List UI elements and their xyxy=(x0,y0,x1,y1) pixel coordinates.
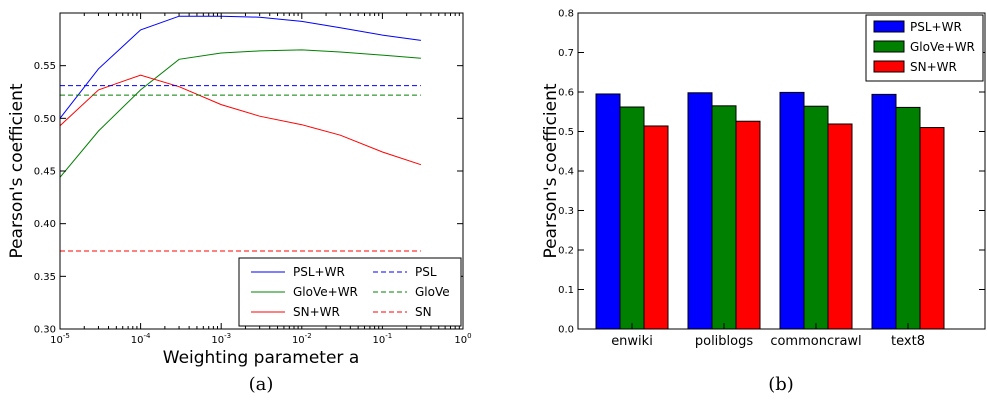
y-tick-label: 0.5 xyxy=(558,127,574,138)
series-line-sn-wr xyxy=(59,74,422,166)
line-chart-panel: 10-5 10-4 10-3 10-2 10-1 100 0.30 0.35 0.40 0.45 0… xyxy=(7,12,472,395)
y-tick-label: 0.45 xyxy=(34,167,56,178)
y-tick-label: 0.1 xyxy=(558,285,574,296)
bar-poliblogs-glove-wr xyxy=(711,105,737,330)
y-tick-label: 0.4 xyxy=(558,167,574,178)
x-category-label: text8 xyxy=(891,334,925,349)
legend-swatch xyxy=(873,40,905,53)
bar-enwiki-sn-wr xyxy=(643,125,669,330)
bar-text8-psl-wr xyxy=(871,93,897,330)
y-tick-label: 0.0 xyxy=(558,325,574,336)
caption: (a) xyxy=(249,374,274,395)
x-tick-label: 10-3 xyxy=(211,332,231,346)
x-tick-label: 10-1 xyxy=(373,332,393,346)
bar-text8-sn-wr xyxy=(919,127,945,330)
legend-swatch xyxy=(873,20,905,33)
bar-enwiki-glove-wr xyxy=(619,106,645,330)
y-tick-label: 0.6 xyxy=(558,88,574,99)
y-tick-label: 0.35 xyxy=(34,272,56,283)
bar-text8-glove-wr xyxy=(895,106,921,330)
x-axis-label: Weighting parameter a xyxy=(163,348,360,368)
x-category-label: enwiki xyxy=(611,334,653,349)
bar-commoncrawl-glove-wr xyxy=(803,105,829,330)
y-tick-label: 0.30 xyxy=(34,325,56,336)
x-tick-label: 10-5 xyxy=(50,332,70,346)
x-tick-label: 10-4 xyxy=(131,332,151,346)
legend-label: GloVe xyxy=(415,285,450,299)
series-line-glove-wr xyxy=(59,49,421,178)
y-tick-label: 0.2 xyxy=(558,246,574,257)
y-tick-label: 0.40 xyxy=(34,219,56,230)
legend: PSL+WR GloVe+WR SN+WR PSL GloVe SN xyxy=(238,257,462,327)
legend: PSL+WR GloVe+WR SN+WR xyxy=(865,14,984,82)
legend-label: GloVe+WR xyxy=(293,285,358,299)
legend-label: PSL xyxy=(415,265,437,279)
legend-label: GloVe+WR xyxy=(910,40,975,54)
bar-poliblogs-sn-wr xyxy=(735,120,761,330)
y-tick-label: 0.3 xyxy=(558,206,574,217)
legend-label: SN+WR xyxy=(910,60,957,74)
y-tick-label: 0.50 xyxy=(34,114,56,125)
bar-commoncrawl-sn-wr xyxy=(827,123,853,330)
bar-chart-panel: 0.0 0.1 0.2 0.3 0.4 0.5 0.6 0.7 0.8 enwiki poliblo… xyxy=(541,9,986,395)
x-tick-label: 10-2 xyxy=(292,332,312,346)
y-axis-label: Pearson's coefficient xyxy=(7,83,27,258)
bar-commoncrawl-psl-wr xyxy=(779,91,805,330)
y-tick-label: 0.8 xyxy=(558,9,574,20)
y-tick-label: 0.55 xyxy=(34,61,56,72)
x-category-label: commoncrawl xyxy=(770,334,861,349)
series-line-psl-wr xyxy=(59,15,421,119)
y-tick-label: 0.7 xyxy=(558,48,574,59)
bar-poliblogs-psl-wr xyxy=(687,92,713,330)
bar-enwiki-psl-wr xyxy=(595,93,621,330)
caption: (b) xyxy=(768,374,794,395)
legend-swatch xyxy=(873,60,905,73)
legend-label: PSL+WR xyxy=(910,20,962,34)
legend-label: SN+WR xyxy=(293,305,340,319)
legend-label: PSL+WR xyxy=(293,265,345,279)
x-tick-label: 100 xyxy=(454,332,471,346)
x-category-label: poliblogs xyxy=(695,334,753,349)
legend-label: SN xyxy=(415,305,432,319)
y-axis-label: Pearson's coefficient xyxy=(541,83,561,258)
